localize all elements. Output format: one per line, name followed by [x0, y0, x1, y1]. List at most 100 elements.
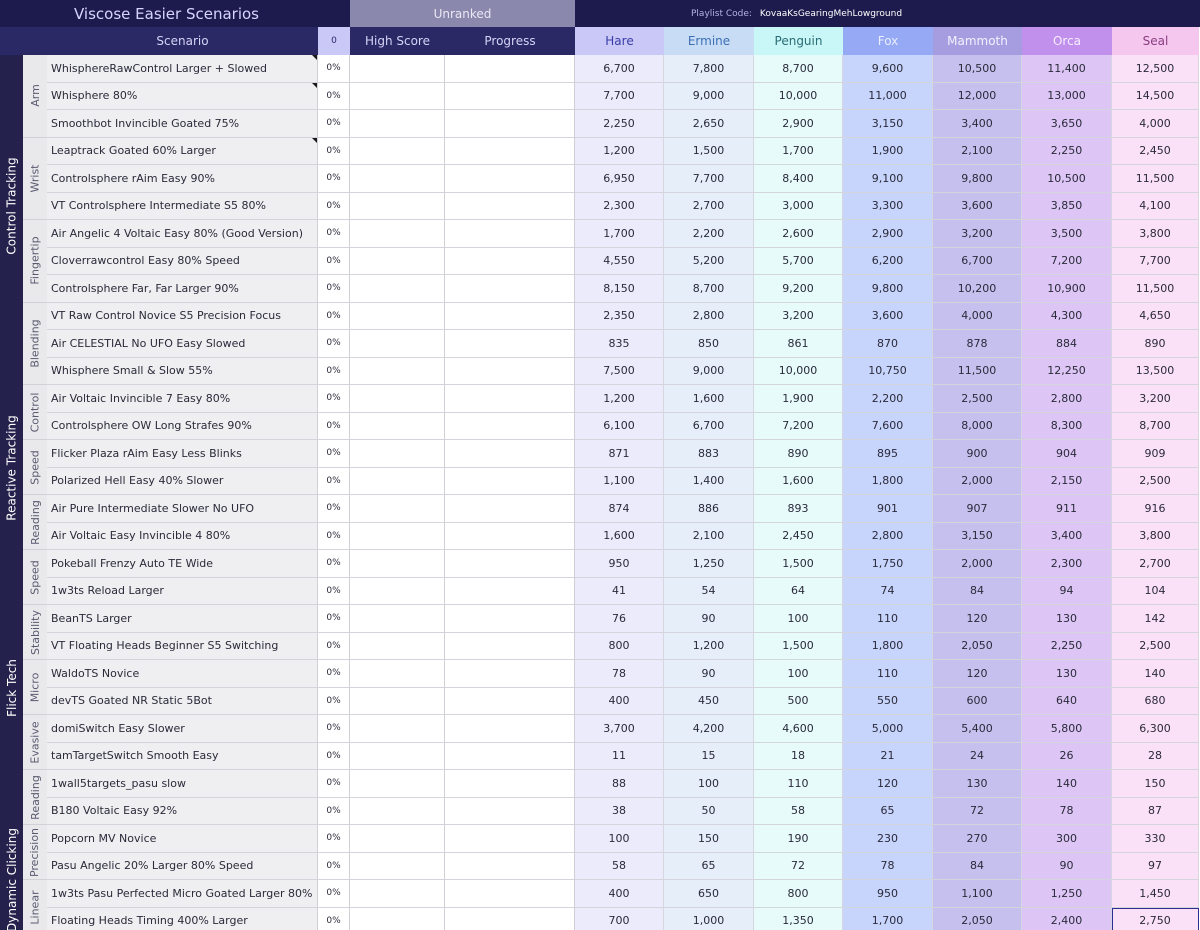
- high-score-cell[interactable]: [350, 467, 445, 495]
- high-score-cell[interactable]: [350, 577, 445, 605]
- table-row[interactable]: Controlsphere OW Long Strafes 90% 0% 6,100…: [47, 412, 1200, 440]
- note-marker-icon[interactable]: [312, 82, 317, 88]
- scenario-name[interactable]: Whisphere 80%: [47, 82, 318, 110]
- scenario-name[interactable]: Polarized Hell Easy 40% Slower: [47, 467, 318, 495]
- high-score-cell[interactable]: [350, 330, 445, 358]
- playlist-code-value[interactable]: KovaaKsGearingMehLowground: [759, 8, 903, 19]
- table-row[interactable]: 1w3ts Reload Larger 0% 41 54 64 74 84 94 104: [47, 577, 1200, 605]
- scenario-name[interactable]: Flicker Plaza rAim Easy Less Blinks: [47, 440, 318, 468]
- scenario-name[interactable]: domiSwitch Easy Slower: [47, 715, 318, 743]
- table-row[interactable]: Pasu Angelic 20% Larger 80% Speed 0% 58 65 7…: [47, 852, 1200, 880]
- scenario-name[interactable]: Air Pure Intermediate Slower No UFO: [47, 495, 318, 523]
- high-score-cell[interactable]: [350, 385, 445, 413]
- table-row[interactable]: Whisphere 80% 0% 7,700 9,000 10,000 11,000 12,…: [47, 82, 1200, 110]
- scenario-name[interactable]: Air Voltaic Invincible 7 Easy 80%: [47, 385, 318, 413]
- table-row[interactable]: Controlsphere rAim Easy 90% 0% 6,950 7,700 8…: [47, 165, 1200, 193]
- high-score-cell[interactable]: [350, 797, 445, 825]
- table-row[interactable]: Air Pure Intermediate Slower No UFO 0% 874…: [47, 495, 1200, 523]
- table-row[interactable]: BeanTS Larger 0% 76 90 100 110 120 130 142: [47, 605, 1200, 633]
- scenario-name[interactable]: VT Controlsphere Intermediate S5 80%: [47, 192, 318, 220]
- table-row[interactable]: Air Voltaic Invincible 7 Easy 80% 0% 1,200…: [47, 385, 1200, 413]
- scenario-name[interactable]: Controlsphere rAim Easy 90%: [47, 165, 318, 193]
- high-score-cell[interactable]: [350, 192, 445, 220]
- scenario-name[interactable]: Whisphere Small & Slow 55%: [47, 357, 318, 385]
- header-scenario[interactable]: Scenario: [47, 27, 318, 55]
- high-score-cell[interactable]: [350, 55, 445, 83]
- table-row[interactable]: VT Raw Control Novice S5 Precision Focus…: [47, 302, 1200, 330]
- scenario-name[interactable]: Floating Heads Timing 400% Larger: [47, 907, 318, 930]
- high-score-cell[interactable]: [350, 275, 445, 303]
- scenario-name[interactable]: 1w3ts Pasu Perfected Micro Goated Larger…: [47, 880, 318, 908]
- table-row[interactable]: 1w3ts Pasu Perfected Micro Goated Larger…: [47, 880, 1200, 908]
- scenario-name[interactable]: 1wall5targets_pasu slow: [47, 770, 318, 798]
- header-rank-ermine[interactable]: Ermine: [664, 27, 754, 55]
- scenario-name[interactable]: tamTargetSwitch Smooth Easy: [47, 742, 318, 770]
- scenario-name[interactable]: Smoothbot Invincible Goated 75%: [47, 110, 318, 138]
- table-row[interactable]: Whisphere Small & Slow 55% 0% 7,500 9,000 10…: [47, 357, 1200, 385]
- header-high-score[interactable]: High Score: [350, 27, 445, 55]
- scenario-name[interactable]: Controlsphere OW Long Strafes 90%: [47, 412, 318, 440]
- table-row[interactable]: domiSwitch Easy Slower 0% 3,700 4,200 4,600 5…: [47, 715, 1200, 743]
- table-row[interactable]: VT Controlsphere Intermediate S5 80% 0% 2,…: [47, 192, 1200, 220]
- scenario-name[interactable]: B180 Voltaic Easy 92%: [47, 797, 318, 825]
- table-row[interactable]: Air CELESTIAL No UFO Easy Slowed 0% 835 850…: [47, 330, 1200, 358]
- header-rank-penguin[interactable]: Penguin: [754, 27, 843, 55]
- table-row[interactable]: tamTargetSwitch Smooth Easy 0% 11 15 18 21 24 2…: [47, 742, 1200, 770]
- table-row[interactable]: Cloverrawcontrol Easy 80% Speed 0% 4,550 5,…: [47, 247, 1200, 275]
- header-rank-hare[interactable]: Hare: [575, 27, 664, 55]
- header-progress[interactable]: Progress: [445, 27, 575, 55]
- high-score-cell[interactable]: [350, 550, 445, 578]
- table-row[interactable]: Flicker Plaza rAim Easy Less Blinks 0% 871…: [47, 440, 1200, 468]
- scenario-name[interactable]: VT Floating Heads Beginner S5 Switching: [47, 632, 318, 660]
- table-row[interactable]: WhisphereRawControl Larger + Slowed 0% 6,7…: [47, 55, 1200, 83]
- header-rank-orca[interactable]: Orca: [1022, 27, 1112, 55]
- table-row[interactable]: Floating Heads Timing 400% Larger 0% 700 1,…: [47, 907, 1200, 930]
- high-score-cell[interactable]: [350, 907, 445, 930]
- high-score-cell[interactable]: [350, 110, 445, 138]
- high-score-cell[interactable]: [350, 632, 445, 660]
- scenario-name[interactable]: VT Raw Control Novice S5 Precision Focus: [47, 302, 318, 330]
- scenario-name[interactable]: Pokeball Frenzy Auto TE Wide: [47, 550, 318, 578]
- header-rank-seal[interactable]: Seal: [1112, 27, 1199, 55]
- high-score-cell[interactable]: [350, 742, 445, 770]
- high-score-cell[interactable]: [350, 302, 445, 330]
- scenario-name[interactable]: Controlsphere Far, Far Larger 90%: [47, 275, 318, 303]
- scenario-name[interactable]: Cloverrawcontrol Easy 80% Speed: [47, 247, 318, 275]
- high-score-cell[interactable]: [350, 687, 445, 715]
- table-row[interactable]: Polarized Hell Easy 40% Slower 0% 1,100 1,4…: [47, 467, 1200, 495]
- high-score-cell[interactable]: [350, 522, 445, 550]
- high-score-cell[interactable]: [350, 852, 445, 880]
- note-marker-icon[interactable]: [312, 55, 317, 60]
- table-row[interactable]: VT Floating Heads Beginner S5 Switching 0…: [47, 632, 1200, 660]
- scenario-name[interactable]: WaldoTS Novice: [47, 660, 318, 688]
- high-score-cell[interactable]: [350, 440, 445, 468]
- scenario-name[interactable]: Air Voltaic Easy Invincible 4 80%: [47, 522, 318, 550]
- scenario-name[interactable]: 1w3ts Reload Larger: [47, 577, 318, 605]
- table-row[interactable]: Popcorn MV Novice 0% 100 150 190 230 270 300 330: [47, 825, 1200, 853]
- high-score-cell[interactable]: [350, 137, 445, 165]
- table-row[interactable]: Air Angelic 4 Voltaic Easy 80% (Good Ver…: [47, 220, 1200, 248]
- table-row[interactable]: Pokeball Frenzy Auto TE Wide 0% 950 1,250 1,…: [47, 550, 1200, 578]
- scenario-name[interactable]: WhisphereRawControl Larger + Slowed: [47, 55, 318, 83]
- scenario-name[interactable]: Leaptrack Goated 60% Larger: [47, 137, 318, 165]
- scenario-name[interactable]: devTS Goated NR Static 5Bot: [47, 687, 318, 715]
- high-score-cell[interactable]: [350, 412, 445, 440]
- table-row[interactable]: 1wall5targets_pasu slow 0% 88 100 110 120 130 1…: [47, 770, 1200, 798]
- high-score-cell[interactable]: [350, 247, 445, 275]
- table-row[interactable]: B180 Voltaic Easy 92% 0% 38 50 58 65 72 78 87: [47, 797, 1200, 825]
- table-row[interactable]: WaldoTS Novice 0% 78 90 100 110 120 130 140: [47, 660, 1200, 688]
- high-score-cell[interactable]: [350, 605, 445, 633]
- scenario-name[interactable]: Popcorn MV Novice: [47, 825, 318, 853]
- high-score-cell[interactable]: [350, 357, 445, 385]
- high-score-cell[interactable]: [350, 825, 445, 853]
- scenario-name[interactable]: BeanTS Larger: [47, 605, 318, 633]
- high-score-cell[interactable]: [350, 82, 445, 110]
- header-rank-fox[interactable]: Fox: [843, 27, 933, 55]
- high-score-cell[interactable]: [350, 220, 445, 248]
- table-row[interactable]: Air Voltaic Easy Invincible 4 80% 0% 1,600…: [47, 522, 1200, 550]
- scenario-name[interactable]: Pasu Angelic 20% Larger 80% Speed: [47, 852, 318, 880]
- note-marker-icon[interactable]: [312, 137, 317, 143]
- table-row[interactable]: devTS Goated NR Static 5Bot 0% 400 450 500 55…: [47, 687, 1200, 715]
- high-score-cell[interactable]: [350, 715, 445, 743]
- high-score-cell[interactable]: [350, 880, 445, 908]
